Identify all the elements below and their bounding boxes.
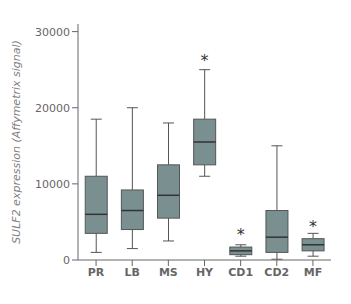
svg-text:CD1: CD1 (228, 266, 253, 279)
svg-text:30000: 30000 (35, 26, 70, 39)
svg-text:0: 0 (63, 254, 70, 267)
svg-text:MS: MS (159, 266, 178, 279)
svg-text:SULF2 expression (Affymetrix s: SULF2 expression (Affymetrix signal) (10, 40, 23, 244)
svg-text:HY: HY (196, 266, 214, 279)
svg-text:MF: MF (304, 266, 322, 279)
svg-text:*: * (201, 51, 209, 70)
svg-text:PR: PR (88, 266, 105, 279)
svg-text:LB: LB (125, 266, 140, 279)
svg-text:20000: 20000 (35, 102, 70, 115)
svg-text:*: * (237, 225, 245, 244)
svg-text:CD2: CD2 (264, 266, 289, 279)
svg-text:10000: 10000 (35, 178, 70, 191)
svg-text:*: * (309, 217, 317, 236)
